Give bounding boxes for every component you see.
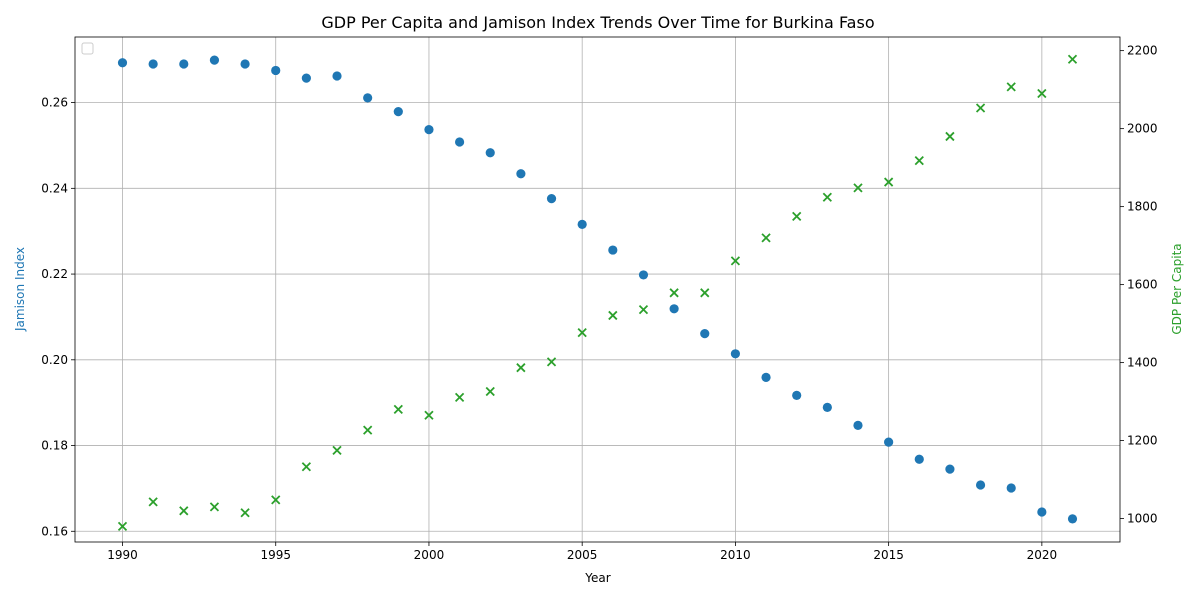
gdp-point [822,192,832,202]
x-tick-label: 2005 [567,548,598,562]
y-axis-right-title: GDP Per Capita [1170,243,1184,334]
gdp-point [761,233,771,243]
gdp-point [332,445,342,455]
jamison-point [792,390,802,400]
jamison-point [363,93,373,103]
plot-frame [74,36,1121,543]
jamison-point [1037,507,1047,517]
y-left-tick-label: 0.22 [41,267,68,281]
y-left-tick-label: 0.18 [41,439,68,453]
jamison-point [853,420,863,430]
jamison-point [822,402,832,412]
gdp-point [516,363,526,373]
gdp-point [546,357,557,367]
chart-title: GDP Per Capita and Jamison Index Trends … [321,13,874,32]
y-right-tick-label: 2000 [1127,122,1158,136]
x-axis-title: Year [584,571,610,585]
gdp-point [363,425,373,435]
jamison-point [884,437,894,447]
y-axis-left-title: Jamison Index [13,247,27,332]
gdp-point [393,404,403,415]
x-tick-label: 2015 [873,548,904,562]
gdp-point [914,155,924,166]
jamison-point [209,55,220,65]
gdp-point [1037,88,1047,99]
y-left-tick-label: 0.16 [41,524,68,538]
x-tick-label: 1995 [260,548,291,562]
jamison-point [730,349,741,359]
jamison-point [271,65,281,76]
jamison-point [393,106,403,117]
jamison-series [117,55,1078,524]
y-axis-right: 1000 1200 1400 1600 1800 2000 2200 [1120,44,1158,526]
gdp-point [577,327,587,338]
x-tick-label: 1990 [107,548,138,562]
jamison-point [117,58,128,68]
gdp-point [454,392,465,402]
jamison-point [608,245,618,255]
jamison-point [301,73,311,83]
jamison-point [516,169,526,179]
gdp-point [240,508,250,518]
gdp-point [1006,82,1016,92]
jamison-point [1067,514,1078,524]
gdp-point [1067,54,1078,64]
y-right-tick-label: 1000 [1127,512,1158,526]
gdp-point [945,131,955,142]
gdp-point [883,177,894,187]
gdp-point [424,410,434,420]
jamison-point [700,329,710,339]
grid-lines [75,37,1120,542]
gdp-point [301,462,312,472]
gdp-point [975,103,986,113]
legend-box [81,42,94,55]
y-right-tick-label: 1800 [1127,200,1158,214]
jamison-point [240,59,250,69]
x-tick-label: 2020 [1027,548,1058,562]
y-left-tick-label: 0.26 [41,96,68,110]
gdp-point [271,495,281,505]
jamison-point [424,124,434,135]
y-right-tick-label: 1200 [1127,434,1158,448]
y-left-tick-label: 0.20 [41,353,68,367]
jamison-point [638,270,649,280]
x-axis: 1990 1995 2000 2005 2010 2015 2020 [107,542,1057,562]
jamison-point [179,59,189,69]
gdp-point [730,256,741,266]
gdp-point [148,497,158,507]
jamison-point [454,137,465,147]
jamison-point [148,59,158,69]
gdp-point [485,386,495,397]
jamison-point [577,219,587,229]
gdp-point [853,183,863,193]
gdp-point [209,502,220,512]
jamison-point [485,148,495,158]
jamison-point [546,194,557,204]
gdp-point [700,288,710,298]
jamison-point [975,480,986,490]
gdp-point [638,304,649,315]
gdp-point [179,506,189,516]
gdp-point [117,521,128,532]
jamison-point [332,71,342,81]
y-right-tick-label: 1400 [1127,356,1158,370]
gdp-series [117,54,1078,532]
x-tick-label: 2010 [720,548,751,562]
gdp-point [669,288,679,298]
x-tick-label: 2000 [414,548,445,562]
jamison-point [669,304,679,314]
jamison-point [761,372,771,382]
jamison-point [1006,483,1016,493]
jamison-point [914,454,924,464]
y-right-tick-label: 2200 [1127,44,1158,58]
jamison-point [945,464,955,474]
gdp-point [792,211,802,222]
y-left-tick-label: 0.24 [41,181,68,195]
y-axis-left: 0.16 0.18 0.20 0.22 0.24 0.26 [41,96,75,538]
gdp-point [608,310,618,321]
y-right-tick-label: 1600 [1127,278,1158,292]
